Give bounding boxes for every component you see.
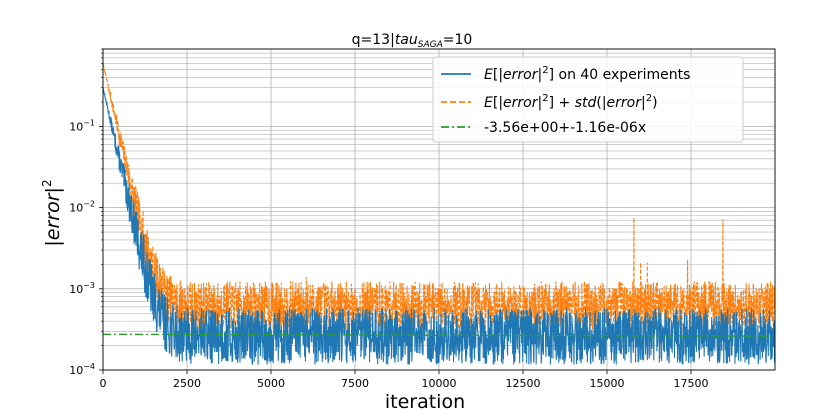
title-suffix: =10: [443, 32, 473, 48]
x-tick-label: 10000: [422, 377, 457, 390]
title-prefix: q=13|: [352, 32, 395, 48]
y-tick-label: 10−2: [69, 200, 95, 215]
series-line-mean-error: [103, 87, 775, 365]
x-tick-label: 2500: [173, 377, 201, 390]
chart-title: q=13|tauSAGA=10: [352, 32, 473, 50]
legend-label-series-1: E[|error|2] + std(|error|2): [484, 93, 658, 111]
x-tick-label: 0: [100, 377, 107, 390]
x-axis: 0 2500 5000 7500 10000 12500 15000 17500: [100, 370, 709, 390]
y-axis-title-base: |error|: [42, 187, 64, 247]
y-axis-title: |error|2: [40, 179, 64, 246]
legend-label-series-0: E[|error|2] on 40 experiments: [484, 65, 690, 83]
y-axis-title-sup: 2: [40, 179, 54, 187]
y-tick-label: 10−4: [69, 362, 95, 377]
series-line-fit: [103, 333, 775, 337]
x-tick-label: 15000: [590, 377, 625, 390]
x-tick-label: 7500: [341, 377, 369, 390]
x-tick-label: 17500: [674, 377, 709, 390]
x-axis-title: iteration: [385, 391, 465, 413]
y-tick-label: 10−3: [69, 281, 95, 296]
title-base: tau: [395, 32, 418, 48]
x-tick-label: 12500: [506, 377, 541, 390]
title-subscript: SAGA: [418, 40, 443, 50]
legend: E[|error|2] on 40 experiments E[|error|2…: [432, 56, 744, 143]
y-axis: 10−4 10−3 10−2 10−1: [69, 48, 103, 377]
legend-box: [432, 56, 744, 143]
x-tick-label: 5000: [257, 377, 285, 390]
y-tick-label: 10−1: [69, 118, 95, 133]
legend-label-series-2: -3.56e+00+-1.16e-06x: [484, 120, 646, 136]
series-layer: [103, 63, 775, 365]
